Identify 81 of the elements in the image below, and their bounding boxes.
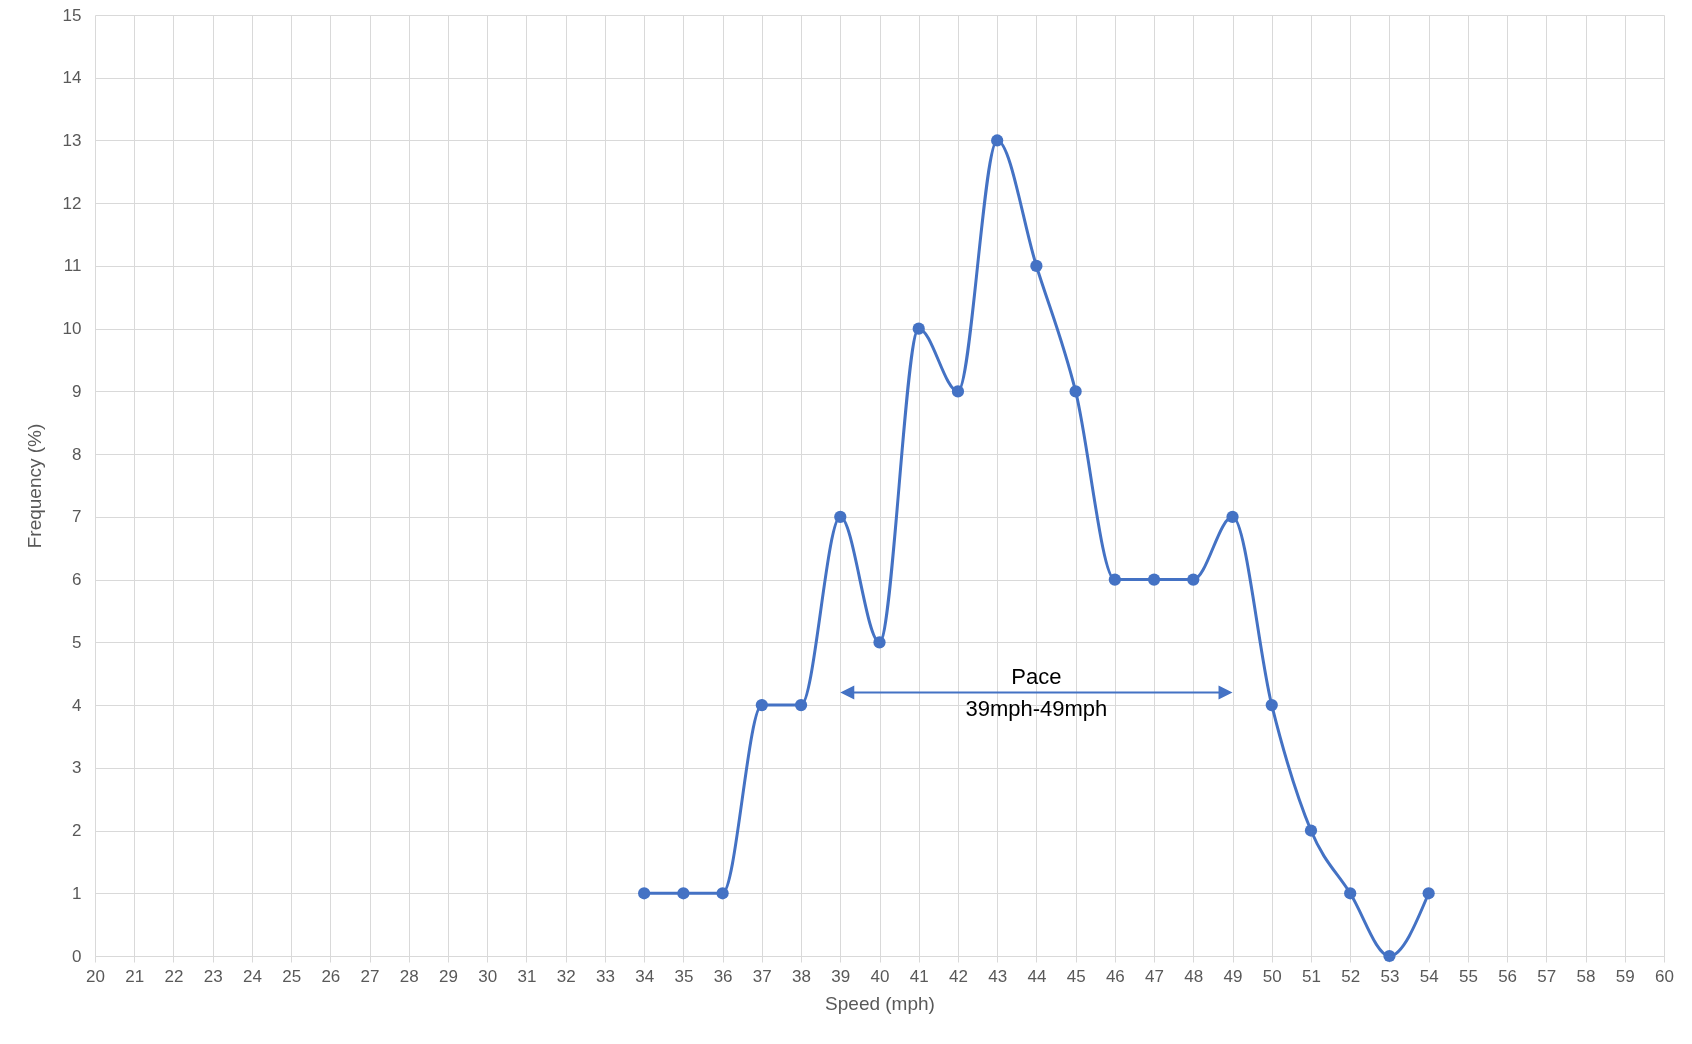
point — [951, 385, 965, 398]
point — [834, 510, 847, 523]
y-tick-label: 9 — [72, 381, 82, 401]
point — [1108, 573, 1121, 586]
y-tick-label: 14 — [62, 68, 82, 88]
x-tick-label: 32 — [556, 966, 576, 986]
point — [794, 698, 808, 712]
x-tick-label: 45 — [1066, 966, 1086, 986]
annotation: Pace 39mph-49mph — [965, 663, 1108, 721]
point — [638, 887, 651, 900]
x-tick-label: 39 — [831, 966, 851, 986]
y-tick-label: 5 — [72, 632, 82, 652]
y-tick-label: 3 — [72, 758, 82, 778]
x-tick-label: 27 — [360, 966, 380, 986]
point — [1226, 510, 1239, 523]
y-tick-label: 4 — [72, 695, 82, 715]
x-tick-label: 33 — [595, 966, 615, 986]
x-tick-label: 43 — [988, 966, 1008, 986]
x-tick-label: 46 — [1105, 966, 1125, 986]
point — [1265, 698, 1278, 712]
point — [716, 887, 729, 900]
y-tick-label: 1 — [72, 883, 82, 903]
y-tick-label: 15 — [62, 5, 82, 25]
x-axis-title: Speed (mph) — [825, 992, 935, 1014]
x-tick-label: 25 — [282, 966, 302, 986]
x-tick-label: 49 — [1223, 966, 1243, 986]
x-tick-label: 53 — [1380, 966, 1400, 986]
x-tick-label: 54 — [1419, 966, 1439, 986]
point — [912, 322, 925, 335]
x-tick-label: 21 — [125, 966, 145, 986]
x-tick-label: 28 — [399, 966, 419, 986]
y-tick-label: 7 — [72, 507, 82, 527]
x-tick-label: 44 — [1027, 966, 1047, 986]
x-tick-label: 51 — [1302, 966, 1321, 986]
point — [1422, 887, 1435, 900]
y-tick-label: 6 — [72, 570, 82, 590]
x-tick-label: 56 — [1498, 966, 1518, 986]
x-tick-label: 48 — [1184, 966, 1204, 986]
x-tick-label: 35 — [674, 966, 694, 986]
point — [755, 698, 768, 712]
x-tick-label: 29 — [439, 966, 458, 986]
x-tick-label: 31 — [517, 966, 537, 986]
x-tick-label: 38 — [792, 966, 812, 986]
x-tick-label: 37 — [752, 966, 772, 986]
x-tick-label: 34 — [635, 966, 655, 986]
x-tick-label: 52 — [1341, 966, 1361, 986]
y-tick-label: 8 — [72, 444, 82, 464]
point — [1069, 385, 1082, 398]
y-tick-label: 12 — [62, 193, 82, 213]
x-tick-label: 36 — [713, 966, 733, 986]
x-tick-label: 42 — [948, 966, 968, 986]
y-tick-label: 10 — [62, 319, 82, 339]
point — [991, 134, 1004, 147]
point — [1147, 573, 1161, 586]
x-tick-label: 55 — [1458, 966, 1478, 986]
y-axis-title: Frequency (%) — [23, 423, 45, 549]
x-tick-label: 20 — [86, 966, 105, 986]
point — [873, 636, 886, 649]
x-tick-label: 22 — [164, 966, 184, 986]
point — [1187, 573, 1200, 586]
x-tick-label: 58 — [1576, 966, 1596, 986]
x-tick-label: 57 — [1537, 966, 1557, 986]
point — [1304, 824, 1318, 837]
y-tick-label: 13 — [62, 130, 82, 150]
x-tick-label: 30 — [478, 966, 498, 986]
x-tick-label: 41 — [909, 966, 929, 986]
x-tick-label: 23 — [203, 966, 223, 986]
x-tick-label: 24 — [242, 966, 262, 986]
point — [1383, 949, 1396, 963]
x-tick-label: 40 — [870, 966, 890, 986]
point — [1030, 259, 1043, 273]
x-tick-label: 26 — [321, 966, 341, 986]
y-tick-label: 11 — [63, 256, 82, 276]
x-tick-label: 59 — [1615, 966, 1635, 986]
point — [1344, 887, 1357, 900]
y-tick-label: 0 — [72, 946, 82, 966]
x-tick-label: 50 — [1262, 966, 1282, 986]
x-tick-label: 47 — [1145, 966, 1165, 986]
point — [677, 887, 690, 900]
y-tick-label: 2 — [72, 821, 82, 841]
x-tick-label: 60 — [1655, 966, 1674, 986]
